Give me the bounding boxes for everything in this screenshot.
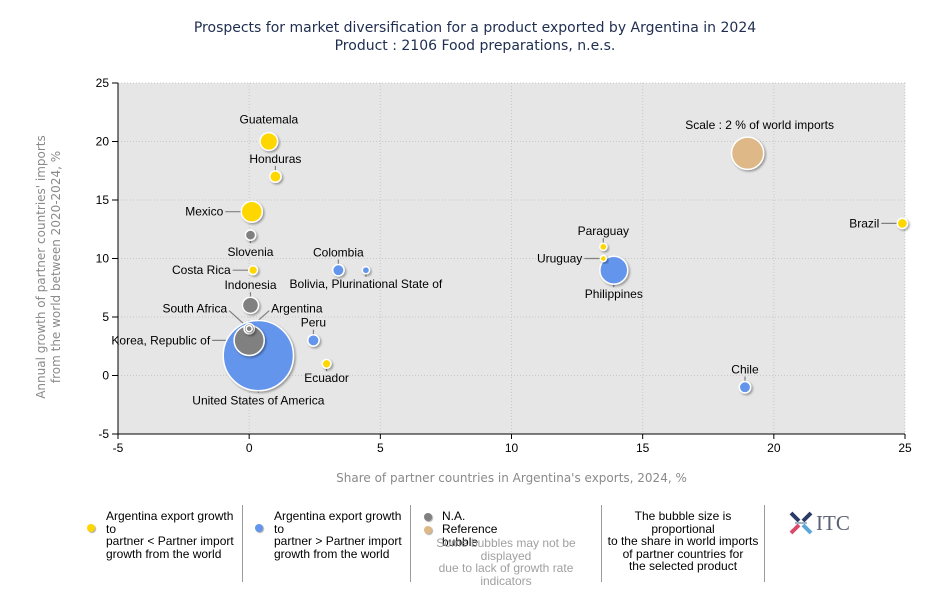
bubble-argentina xyxy=(245,324,253,333)
legend-size-note-line: The bubble size is proportional xyxy=(634,509,732,536)
bubble-bolivia-plurinational-state-of xyxy=(361,265,371,275)
x-tick-label: 5 xyxy=(377,441,384,455)
bubble-ecuador xyxy=(321,358,332,369)
legend-size-note-line: the selected product xyxy=(628,559,738,573)
legend-tan-dot-icon xyxy=(424,526,432,534)
legend-higher-line: Argentina export growth to xyxy=(274,509,402,536)
legend-divider xyxy=(242,505,243,582)
bubble-uruguay xyxy=(599,254,608,263)
x-tick-label: 15 xyxy=(636,441,650,455)
point-label: Korea, Republic of xyxy=(111,333,210,347)
y-tick-label: 15 xyxy=(96,193,110,207)
bubble-guatemala xyxy=(259,131,279,152)
legend-lower-line: growth from the world xyxy=(106,546,222,561)
legend-divider xyxy=(601,505,602,582)
x-tick-label: 10 xyxy=(505,441,519,455)
legend-lower-line: partner < Partner import xyxy=(106,534,234,548)
legend-lower-growth: Argentina export growth to partner < Par… xyxy=(106,510,246,560)
point-label: United States of America xyxy=(192,394,324,408)
point-label: Mexico xyxy=(185,205,223,219)
itc-logo-icon xyxy=(789,511,813,535)
bubble-colombia xyxy=(331,263,345,277)
legend-note: Some bubbles may not be displayed due to… xyxy=(412,537,600,587)
y-tick-label: 0 xyxy=(102,369,109,383)
point-label: Slovenia xyxy=(227,245,273,259)
point-label: Costa Rica xyxy=(172,263,231,277)
bubble-costa-rica xyxy=(247,265,259,276)
bubble-philippines xyxy=(599,255,629,285)
x-tick-label: -5 xyxy=(113,441,124,455)
legend-divider xyxy=(410,505,411,582)
y-axis-label-line1: Annual growth of partner countries' impo… xyxy=(34,135,48,399)
point-label: Uruguay xyxy=(537,252,582,266)
point-label: Indonesia xyxy=(224,278,276,292)
itc-logo-text: ITC xyxy=(816,511,850,535)
legend-lower-line: Argentina export growth to xyxy=(106,509,234,536)
point-label: Peru xyxy=(301,316,326,330)
y-axis-label: Annual growth of partner countries' impo… xyxy=(34,102,64,432)
point-label: Paraguay xyxy=(578,224,629,238)
x-axis-label: Share of partner countries in Argentina'… xyxy=(336,471,687,485)
point-label: Argentina xyxy=(271,302,323,316)
point-label: Chile xyxy=(731,363,759,377)
legend-higher-growth: Argentina export growth to partner > Par… xyxy=(274,510,414,560)
legend-reference: Reference bubble xyxy=(442,522,498,549)
point-label: Philippines xyxy=(585,287,643,301)
bubble-chile xyxy=(738,380,752,394)
point-label: Guatemala xyxy=(239,113,298,127)
legend-size-note-line: of partner countries for xyxy=(622,546,744,561)
point-label: Bolivia, Plurinational State of xyxy=(290,277,443,291)
point-label: Colombia xyxy=(313,246,364,260)
bubble-indonesia xyxy=(241,296,260,315)
legend-higher-line: partner > Partner import xyxy=(274,534,402,548)
legend-yellow-dot-icon xyxy=(87,524,95,532)
legend-note-line: due to lack of growth rate xyxy=(438,561,574,575)
chart-subtitle: Product : 2106 Food preparations, n.e.s. xyxy=(334,38,616,54)
y-tick-label: 10 xyxy=(96,252,110,266)
y-tick-label: -5 xyxy=(98,427,109,441)
legend-blue-dot-icon xyxy=(255,524,263,532)
bubble-slovenia xyxy=(244,229,257,241)
bubble-honduras xyxy=(268,170,282,184)
bubble-brazil xyxy=(896,217,909,230)
chart-title: Prospects for market diversification for… xyxy=(193,20,757,36)
point-label: South Africa xyxy=(162,302,227,316)
x-tick-label: 20 xyxy=(767,441,781,455)
point-label: Brazil xyxy=(849,216,879,230)
reference-bubble xyxy=(730,136,765,171)
reference-bubble-label: Scale : 2 % of world imports xyxy=(685,118,834,132)
y-axis-label-line2: from the world between 2020-2024, % xyxy=(49,150,63,384)
x-tick-label: 25 xyxy=(898,441,912,455)
legend-gray-dot-icon xyxy=(424,513,432,521)
x-tick-label: 0 xyxy=(246,441,253,455)
bubble-mexico xyxy=(240,200,264,223)
legend-divider xyxy=(764,505,765,582)
legend-note-line: indicators xyxy=(480,573,532,588)
point-label: Honduras xyxy=(249,152,301,166)
y-tick-label: 25 xyxy=(96,76,110,90)
bubble-peru xyxy=(306,333,320,347)
legend-na: N.A. xyxy=(442,509,466,523)
legend-note-line: Some bubbles may not be displayed xyxy=(436,536,576,563)
legend-size-note: The bubble size is proportional to the s… xyxy=(602,510,764,573)
bubble-paraguay xyxy=(598,242,608,252)
legend-higher-line: growth from the world xyxy=(274,546,390,561)
y-tick-label: 5 xyxy=(102,310,109,324)
legend-size-note-line: to the share in world imports xyxy=(607,534,759,548)
y-tick-label: 20 xyxy=(96,135,110,149)
point-label: Ecuador xyxy=(304,371,349,385)
